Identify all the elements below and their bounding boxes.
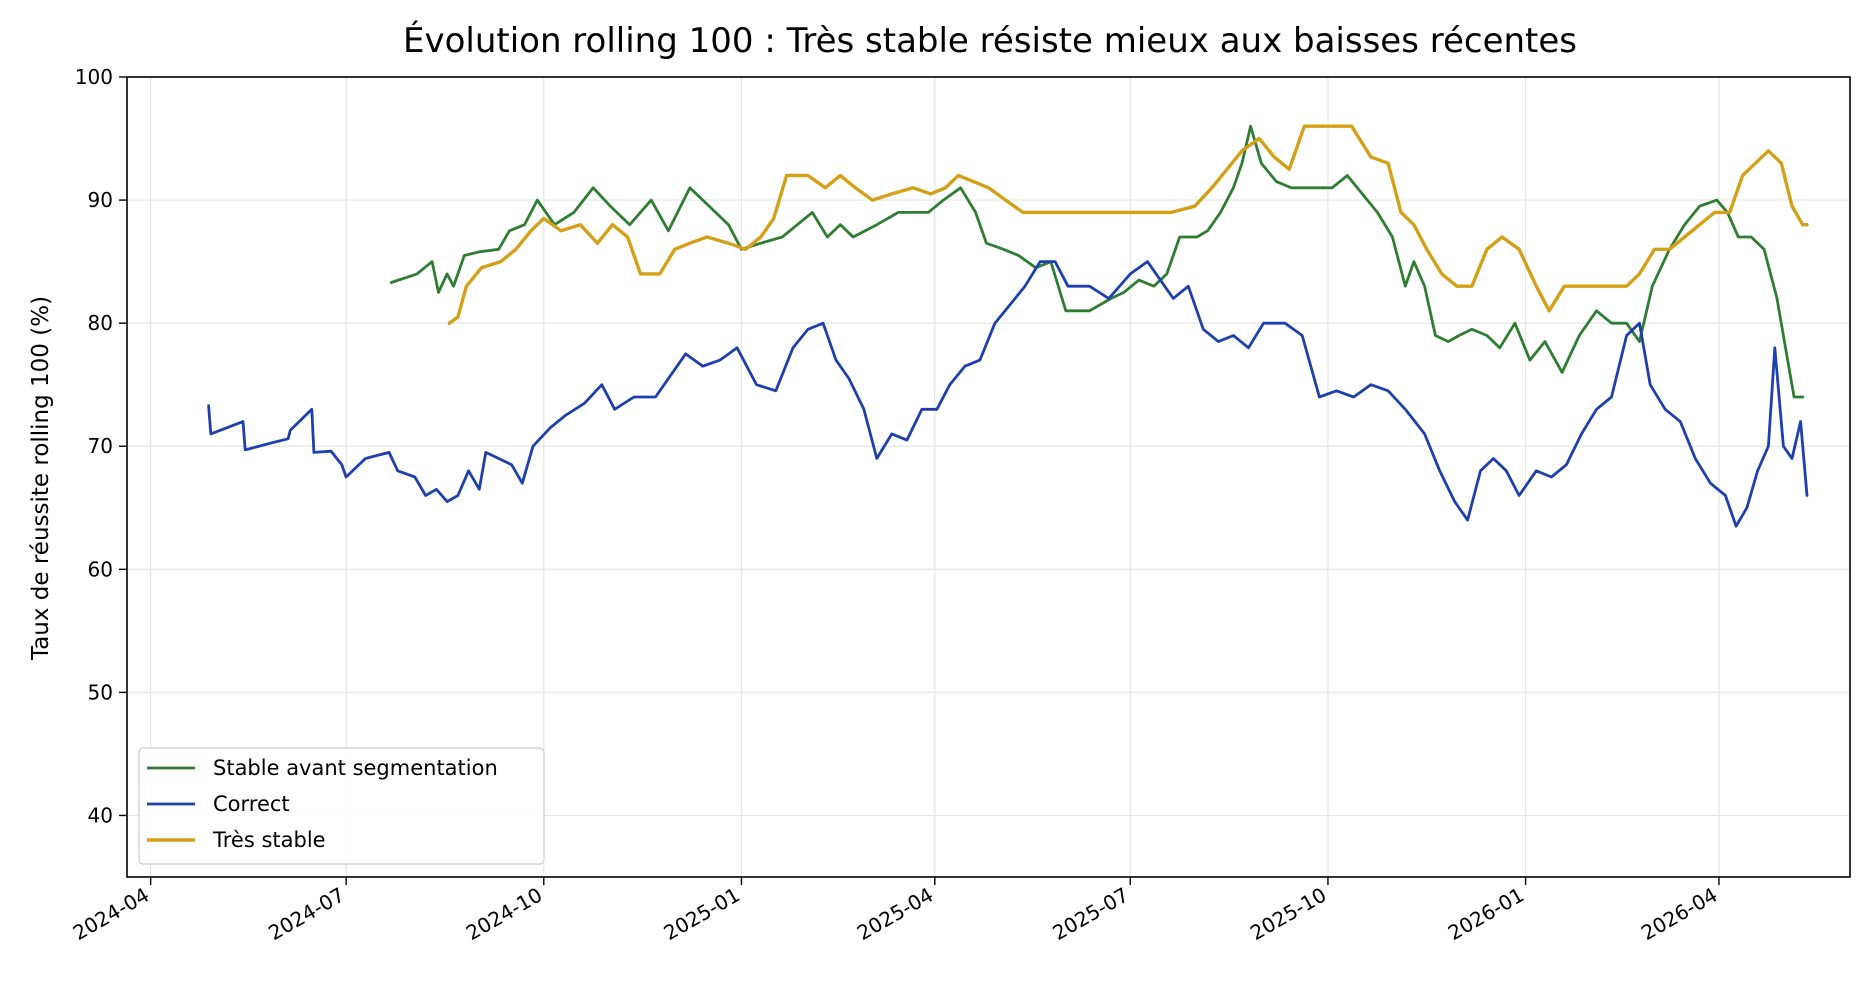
chart-title: Évolution rolling 100 : Très stable rési… [403, 20, 1577, 61]
y-tick-label: 100 [75, 65, 113, 89]
y-tick-label: 80 [88, 311, 113, 335]
y-tick-label: 40 [88, 803, 113, 827]
grid [127, 76, 1850, 877]
plot-frame [126, 76, 1851, 878]
series-line-1 [389, 124, 1805, 399]
series-line-2 [207, 260, 1809, 528]
legend-label-1: Stable avant segmentation [213, 756, 498, 780]
y-tick-label: 50 [88, 680, 113, 704]
y-tick-label: 60 [88, 557, 113, 581]
legend: Stable avant segmentation Correct Très sta… [138, 747, 545, 865]
y-axis-label: Taux de réussite rolling 100 (%) [28, 296, 54, 661]
legend-label-2: Correct [213, 792, 290, 816]
legend-box [138, 747, 545, 865]
y-tick-label: 90 [88, 188, 113, 212]
y-tick-label: 70 [88, 434, 113, 458]
legend-label-3: Très stable [212, 828, 326, 852]
series-line-3 [447, 124, 1809, 325]
series-lines [207, 124, 1809, 528]
